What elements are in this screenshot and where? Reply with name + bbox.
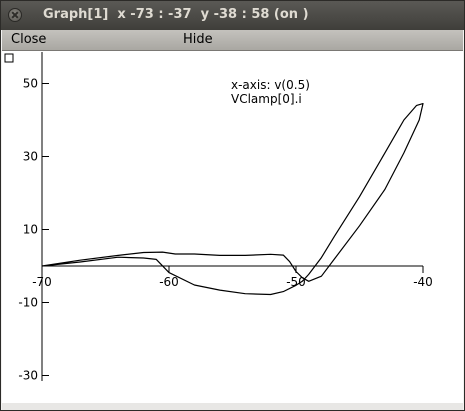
- bottom-strip: [2, 403, 463, 410]
- view-checkbox[interactable]: [4, 53, 14, 63]
- legend-xaxis-label: x-axis: v(0.5): [231, 78, 310, 92]
- menu-bar: Close Hide: [2, 30, 463, 51]
- tick-labels: -70 -60 -50 -40 50 30 10 -10 -30: [18, 77, 432, 383]
- y-tick-label: -30: [18, 369, 38, 383]
- window-title: Graph[1] x -73 : -37 y -38 : 58 (on ): [43, 7, 309, 22]
- axes: [41, 52, 423, 381]
- x-tick-label: -40: [413, 275, 433, 289]
- window-close-icon[interactable]: [8, 8, 22, 22]
- hide-menu-button[interactable]: Hide: [183, 32, 213, 47]
- x-tick-label: -60: [159, 275, 179, 289]
- close-menu-button[interactable]: Close: [11, 32, 47, 47]
- x-tick-label: -70: [32, 275, 52, 289]
- tick-marks: [41, 83, 424, 376]
- title-bar[interactable]: Graph[1] x -73 : -37 y -38 : 58 (on ): [1, 1, 464, 30]
- y-tick-label: 50: [23, 77, 38, 91]
- y-tick-label: 10: [23, 223, 38, 237]
- y-tick-label: 30: [23, 150, 38, 164]
- x-tick-label: -50: [286, 275, 306, 289]
- y-tick-label: -10: [18, 296, 38, 310]
- series-line-vclamp-current: [41, 103, 424, 296]
- legend-series-label: VClamp[0].i: [231, 92, 302, 106]
- graph-canvas[interactable]: -70 -60 -50 -40 50 30 10 -10 -30 x-axis: v(0.5) …: [2, 51, 463, 403]
